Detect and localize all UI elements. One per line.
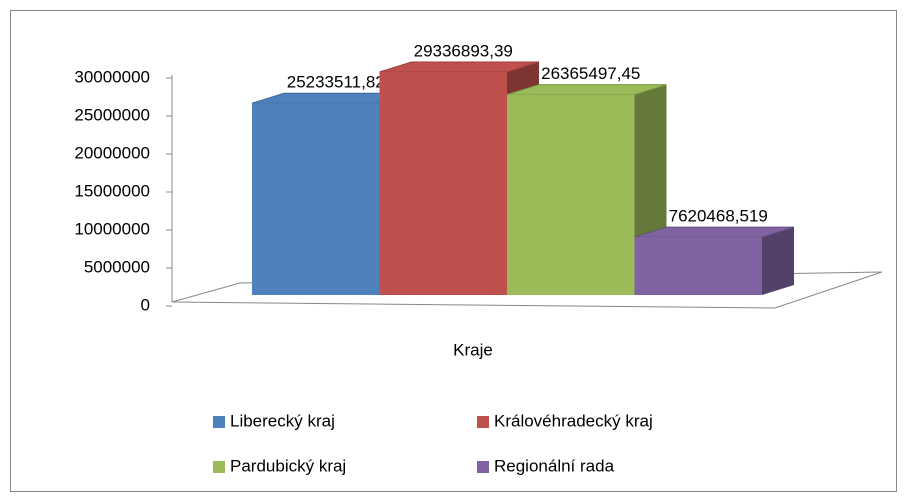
y-tick-label: 5000000 bbox=[84, 257, 150, 276]
y-tick-label: 0 bbox=[141, 295, 150, 314]
floor bbox=[171, 271, 883, 309]
legend-swatch bbox=[213, 461, 225, 473]
legend-swatch bbox=[213, 416, 225, 428]
data-label: 25233511,82 bbox=[287, 73, 385, 92]
legend-label: Pardubický kraj bbox=[230, 456, 346, 475]
legend-swatch bbox=[477, 461, 489, 473]
x-tick-label: Kraje bbox=[453, 340, 493, 359]
y-tick-label: 25000000 bbox=[74, 105, 150, 124]
legend-label: Regionální rada bbox=[494, 456, 615, 475]
legend-label: Královéhradecký kraj bbox=[494, 411, 653, 430]
bar bbox=[379, 72, 507, 295]
y-tick-label: 10000000 bbox=[74, 219, 150, 238]
y-tick-label: 30000000 bbox=[74, 67, 150, 86]
bar bbox=[507, 94, 635, 295]
y-tick-label: 15000000 bbox=[74, 181, 150, 200]
bar bbox=[252, 103, 380, 295]
y-tick-label: 20000000 bbox=[74, 143, 150, 162]
legend-swatch bbox=[477, 416, 489, 428]
data-label: 29336893,39 bbox=[414, 42, 513, 61]
data-label: 7620468,519 bbox=[669, 207, 768, 226]
data-label: 26365497,45 bbox=[541, 64, 640, 83]
bar-side bbox=[762, 227, 794, 295]
bar bbox=[634, 237, 762, 295]
legend-label: Liberecký kraj bbox=[230, 411, 335, 430]
